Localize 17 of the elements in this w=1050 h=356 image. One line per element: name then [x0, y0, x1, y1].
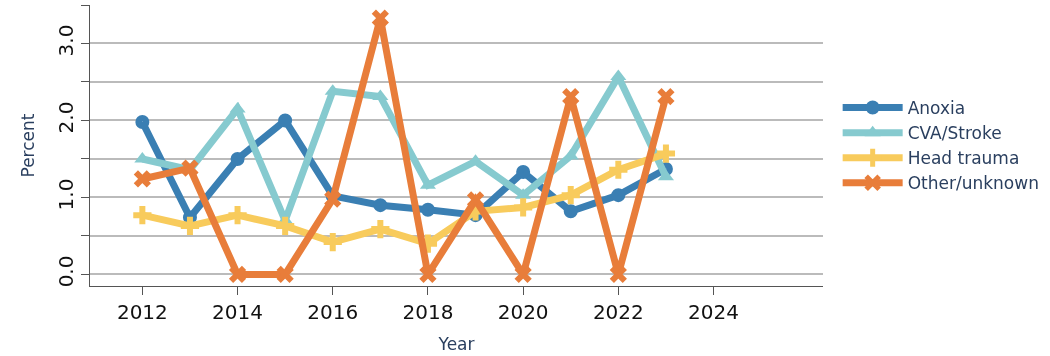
x-tick-label: 2022	[592, 300, 644, 324]
x-tick-label: 2016	[307, 300, 359, 324]
y-tick-label: 2.0	[54, 101, 78, 134]
legend-label: Head trauma	[907, 148, 1020, 169]
x-tick-label: 2014	[212, 300, 263, 324]
y-axis-title: Percent	[17, 113, 38, 178]
x-tick-label: 2012	[116, 300, 168, 324]
y-tick-label: 0.0	[54, 255, 78, 288]
x-tick-label: 2024	[688, 300, 739, 324]
x-tick-label: 2020	[497, 300, 549, 324]
y-tick-label: 3.0	[54, 24, 78, 57]
legend-label: CVA/Stroke	[907, 123, 1002, 144]
legend-label: Anoxia	[907, 98, 966, 119]
x-tick-label: 2018	[402, 300, 454, 324]
x-axis-title: Year	[437, 334, 475, 355]
legend-label: Other/unknown	[907, 173, 1039, 194]
y-tick-label: 1.0	[54, 178, 78, 211]
